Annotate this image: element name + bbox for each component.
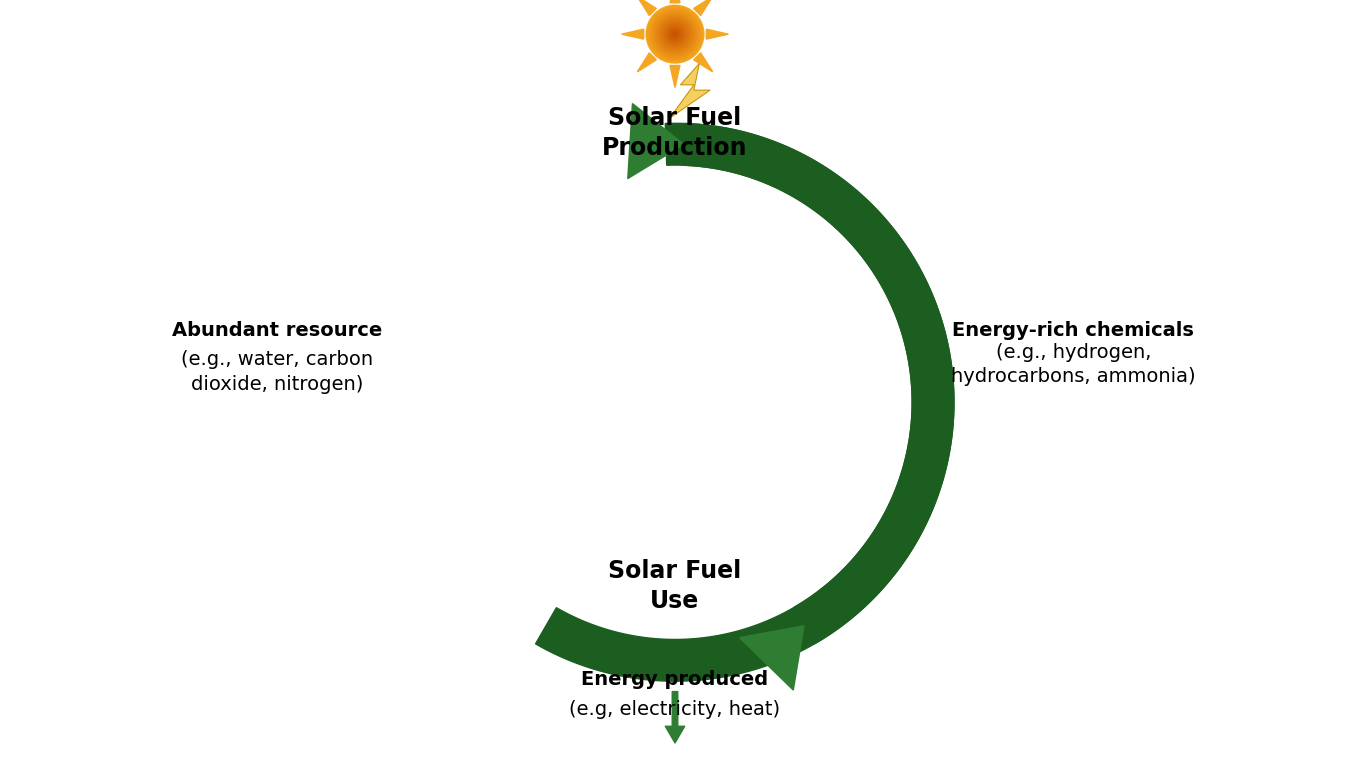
Ellipse shape bbox=[662, 20, 688, 48]
Polygon shape bbox=[670, 64, 710, 118]
Text: (e.g, electricity, heat): (e.g, electricity, heat) bbox=[570, 700, 780, 720]
Polygon shape bbox=[637, 0, 656, 15]
Polygon shape bbox=[536, 124, 954, 681]
Ellipse shape bbox=[653, 13, 697, 55]
Ellipse shape bbox=[659, 17, 691, 51]
Ellipse shape bbox=[664, 24, 686, 45]
Ellipse shape bbox=[651, 10, 699, 58]
Polygon shape bbox=[637, 53, 656, 72]
Ellipse shape bbox=[674, 33, 676, 36]
Text: (e.g., hydrogen,
hydrocarbons, ammonia): (e.g., hydrogen, hydrocarbons, ammonia) bbox=[950, 343, 1196, 386]
Ellipse shape bbox=[666, 25, 684, 43]
Polygon shape bbox=[666, 124, 954, 644]
Ellipse shape bbox=[649, 8, 701, 60]
Ellipse shape bbox=[667, 27, 683, 42]
Text: Solar Fuel: Solar Fuel bbox=[609, 559, 741, 583]
FancyArrowPatch shape bbox=[666, 691, 684, 743]
Ellipse shape bbox=[655, 14, 695, 54]
Ellipse shape bbox=[657, 16, 693, 52]
Ellipse shape bbox=[648, 7, 702, 61]
Ellipse shape bbox=[671, 30, 679, 39]
Ellipse shape bbox=[663, 22, 687, 46]
Polygon shape bbox=[670, 0, 680, 3]
Polygon shape bbox=[740, 625, 805, 690]
Ellipse shape bbox=[652, 11, 698, 57]
Polygon shape bbox=[694, 0, 713, 15]
Text: Use: Use bbox=[651, 589, 699, 613]
Ellipse shape bbox=[647, 5, 703, 63]
Text: (e.g., water, carbon
dioxide, nitrogen): (e.g., water, carbon dioxide, nitrogen) bbox=[181, 351, 373, 393]
Polygon shape bbox=[706, 29, 729, 39]
Text: Energy produced: Energy produced bbox=[582, 669, 768, 689]
Polygon shape bbox=[694, 53, 713, 72]
Text: Production: Production bbox=[602, 136, 748, 160]
Ellipse shape bbox=[660, 19, 690, 49]
Text: Energy-rich chemicals: Energy-rich chemicals bbox=[952, 320, 1195, 340]
Polygon shape bbox=[621, 29, 644, 39]
Text: Abundant resource: Abundant resource bbox=[171, 320, 382, 340]
Text: Solar Fuel: Solar Fuel bbox=[609, 106, 741, 130]
Ellipse shape bbox=[670, 28, 680, 40]
Polygon shape bbox=[670, 65, 680, 87]
Ellipse shape bbox=[672, 31, 678, 37]
Polygon shape bbox=[628, 103, 684, 178]
